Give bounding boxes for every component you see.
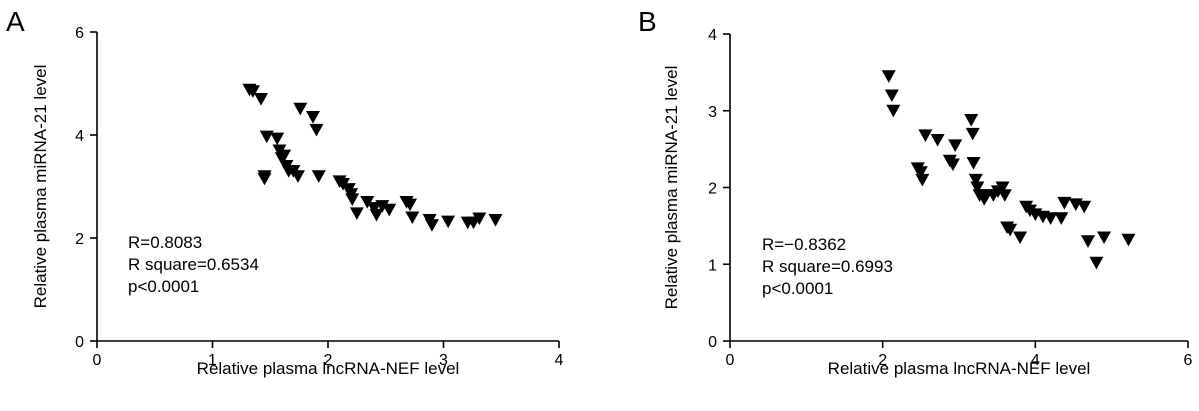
- panel-a-x-tick-label: 4: [555, 352, 564, 369]
- panel-a-data-point: [311, 170, 326, 183]
- panel-a-stat-annotation: p<0.0001: [128, 277, 199, 296]
- panel-b-data-point: [915, 173, 930, 187]
- panel-b-data-point: [918, 129, 933, 142]
- panel-b-x-axis-label: Relative plasma lncRNA-NEF level: [828, 359, 1091, 378]
- panel-a-x-tick-label: 1: [208, 352, 217, 369]
- panel-a-data-point: [245, 85, 260, 98]
- panel-a-data-point: [375, 200, 390, 213]
- panel-b-data-point: [1077, 200, 1092, 214]
- panel-b-y-tick-label: 0: [708, 334, 717, 351]
- panel-a-stat-annotation: R=0.8083: [128, 233, 202, 252]
- panel-b-data-point: [966, 156, 981, 170]
- panel-a-data-point: [349, 207, 364, 220]
- panel-a-x-tick-label: 3: [439, 352, 448, 369]
- panel-b-y-tick-label: 3: [708, 104, 717, 121]
- panel-a-data-point: [257, 172, 272, 186]
- panel-b-data-point: [886, 104, 901, 118]
- panel-b-data-point: [965, 127, 980, 141]
- panel-a-data-point: [403, 198, 418, 212]
- panel-b-data-point: [1003, 223, 1018, 237]
- panel-a-x-axis-label: Relative plasma lncRNA-NEF level: [197, 359, 460, 378]
- panel-b-stat-annotation: R square=0.6993: [762, 257, 893, 276]
- panel-b-data-point: [1043, 212, 1058, 225]
- panel-a-data-point: [441, 215, 456, 229]
- panel-a-y-tick-label: 4: [75, 128, 84, 145]
- panel-b-data-point: [1097, 231, 1112, 245]
- panel-b-letter: B: [638, 6, 657, 37]
- panel-a-data-point: [472, 212, 487, 226]
- panel-a-data-point: [345, 193, 360, 207]
- panel-a-data-point: [305, 111, 320, 124]
- panel-b-x-tick-label: 6: [1184, 352, 1193, 369]
- panel-b-data-point: [1089, 256, 1104, 270]
- panel-b-data-point: [1057, 196, 1072, 210]
- panel-b-y-tick-label: 4: [708, 27, 717, 44]
- panel-b-data-point: [881, 70, 896, 83]
- panel-a-data-point: [367, 202, 382, 215]
- panel-a-x-tick-label: 2: [324, 352, 333, 369]
- panel-b-data-point: [884, 89, 899, 103]
- panel-b-data-point: [997, 189, 1012, 202]
- panel-a-x-tick-label: 0: [93, 352, 102, 369]
- panel-b-x-tick-label: 2: [878, 352, 887, 369]
- panel-b-data-point: [913, 166, 928, 179]
- panel-a-y-tick-label: 2: [75, 231, 84, 248]
- panel-a-data-point: [405, 211, 420, 225]
- panel-a-data-point: [369, 208, 384, 222]
- panel-b-data-point: [970, 181, 985, 195]
- panel-b-data-point: [1121, 233, 1136, 247]
- scatter-panel-a: 0 1 2 3 4 0 2 4 6 Relative plasma lncRNA-NEF leve…: [31, 25, 564, 378]
- panel-a-letter: A: [6, 6, 25, 37]
- panel-a-y-tick-label: 0: [75, 334, 84, 351]
- panel-b-y-tick-label: 2: [708, 181, 717, 198]
- panel-b-y-axis-label: Relative plasma miRNA-21 level: [662, 66, 681, 310]
- panel-a-data-point: [309, 123, 324, 137]
- panel-b-y-tick-label: 1: [708, 257, 717, 274]
- panel-a-data-point: [277, 149, 292, 163]
- panel-b-x-tick-label: 4: [1031, 352, 1040, 369]
- panel-b-stat-annotation: p<0.0001: [762, 279, 833, 298]
- panel-b-x-tick-label: 0: [726, 352, 735, 369]
- panel-a-data-point: [488, 214, 503, 227]
- panel-b-stat-annotation: R=−0.8362: [762, 235, 846, 254]
- panel-a-data-point: [254, 93, 269, 106]
- panel-a-data-point: [259, 130, 274, 144]
- panel-a-stat-annotation: R square=0.6534: [128, 255, 259, 274]
- panel-a-data-point: [293, 102, 308, 116]
- panel-b-data-point: [1081, 235, 1096, 248]
- panel-b-data-point: [948, 139, 963, 152]
- panel-b-data-point: [968, 173, 983, 187]
- panel-a-data-point: [270, 132, 285, 146]
- panel-a-y-axis-label: Relative plasma miRNA-21 level: [31, 65, 50, 309]
- panel-b-data-point: [930, 133, 945, 147]
- panel-a-data-point: [424, 219, 439, 232]
- panel-b-data-point: [945, 158, 960, 172]
- panel-b-data-point: [1013, 231, 1028, 245]
- panel-a-y-tick-label: 6: [75, 25, 84, 42]
- panel-b-data-point: [964, 114, 979, 127]
- panel-a-data-point: [382, 203, 397, 217]
- panel-b-data-point: [995, 181, 1010, 195]
- panel-a-data-point: [290, 170, 305, 183]
- panel-b-data-point: [1054, 212, 1069, 225]
